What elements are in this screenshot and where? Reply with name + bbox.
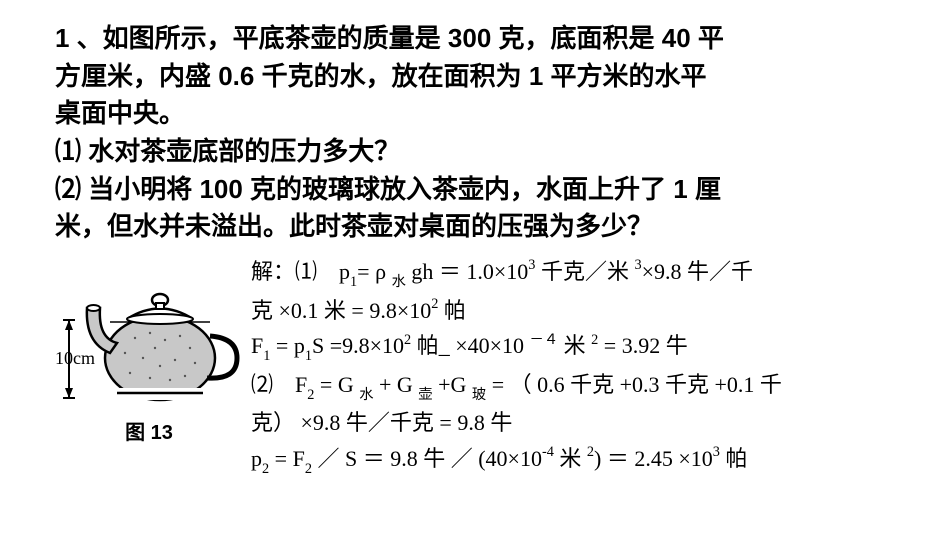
figure-13: 10cm	[55, 258, 243, 445]
figure-caption: 图 13	[55, 416, 243, 445]
sol-line-1: 解：⑴ p1= ρ 水 gh ＝ 1.0×103 千克／米 3×9.8 牛／千	[251, 254, 895, 293]
sol-line-2: 克 ×0.1 米 = 9.8×102 帕	[251, 293, 895, 329]
stem-line-3: 桌面中央。	[55, 95, 895, 133]
stem-line-2: 方厘米，内盛 0.6 千克的水，放在面积为 1 平方米的水平	[55, 58, 895, 96]
sol-line-6: p2 = F2 ／ S ＝ 9.8 牛 ／ (40×10-4 米 2) ＝ 2.…	[251, 441, 895, 480]
question-block: 1 、如图所示，平底茶壶的质量是 300 克，底面积是 40 平 方厘米，内盛 …	[55, 20, 895, 246]
solution-area: 10cm	[55, 258, 895, 479]
teapot-icon: 10cm	[55, 258, 243, 418]
sol-line-4: ⑵ F2 = G 水 + G 壶 +G 玻 = （ 0.6 千克 +0.3 千克…	[251, 367, 895, 406]
page: 1 、如图所示，平底茶壶的质量是 300 克，底面积是 40 平 方厘米，内盛 …	[0, 0, 950, 480]
height-label: 10cm	[55, 348, 95, 368]
sol-line-3: F1 = p1S =9.8×102 帕_ ×40×10 －４ 米 2 = 3.9…	[251, 328, 895, 367]
solution-text: 解：⑴ p1= ρ 水 gh ＝ 1.0×103 千克／米 3×9.8 牛／千 …	[243, 254, 895, 479]
question-part-2-line-2: 米，但水并未溢出。此时茶壶对桌面的压强为多少？	[55, 208, 895, 246]
stem-line-1: 1 、如图所示，平底茶壶的质量是 300 克，底面积是 40 平	[55, 20, 895, 58]
sol-line-5: 克） ×9.8 牛／千克 = 9.8 牛	[251, 405, 895, 441]
question-part-1: ⑴ 水对茶壶底部的压力多大？	[55, 133, 895, 171]
question-part-2-line-1: ⑵ 当小明将 100 克的玻璃球放入茶壶内，水面上升了 1 厘	[55, 171, 895, 209]
